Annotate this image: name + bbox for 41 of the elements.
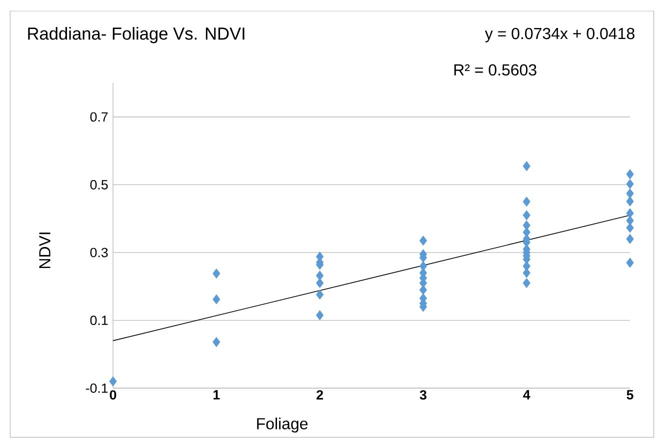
- point: [522, 278, 530, 288]
- point: [419, 261, 427, 271]
- text: R² = 0.5603: [454, 64, 536, 76]
- x-tick-label: 2: [316, 390, 323, 400]
- point: [522, 196, 530, 207]
- x-tick-label: 5: [626, 390, 634, 400]
- point: [522, 261, 530, 271]
- point: [522, 210, 530, 220]
- y-tick-label: 0.7: [90, 112, 108, 122]
- point: [626, 169, 634, 180]
- y-tick-label: 0.1: [90, 316, 108, 325]
- point: [626, 188, 634, 198]
- point: [626, 258, 634, 268]
- point: [626, 222, 634, 233]
- x-tick-label: 4: [523, 390, 530, 400]
- x-axis-title: Foliage: [257, 418, 308, 432]
- point: [522, 220, 530, 230]
- point: [109, 376, 117, 386]
- x-tick-label: 3: [420, 390, 426, 400]
- x-tick-label: 1: [214, 390, 220, 400]
- y-tick-label: -0.1: [86, 383, 108, 393]
- point: [626, 196, 634, 206]
- point: [212, 268, 220, 278]
- point: [626, 216, 634, 226]
- point: [522, 161, 530, 171]
- y-tick-label: 0.5: [90, 180, 108, 190]
- point: [212, 337, 220, 347]
- y-tick-label: 0.3: [90, 248, 108, 258]
- point: [316, 278, 324, 288]
- point: [626, 234, 634, 244]
- point: [212, 294, 220, 304]
- chart-title: Raddiana- Foliage Vs. NDVI: [28, 26, 244, 44]
- text: y = 0.0734x + 0.0418: [484, 28, 634, 42]
- point: [626, 179, 634, 189]
- y-axis-title: NDVI: [39, 232, 50, 268]
- point: [316, 310, 324, 320]
- point: [316, 270, 324, 280]
- point: [419, 236, 427, 246]
- x-tick-label: 0: [110, 390, 116, 400]
- point: [626, 208, 634, 218]
- point: [316, 290, 324, 300]
